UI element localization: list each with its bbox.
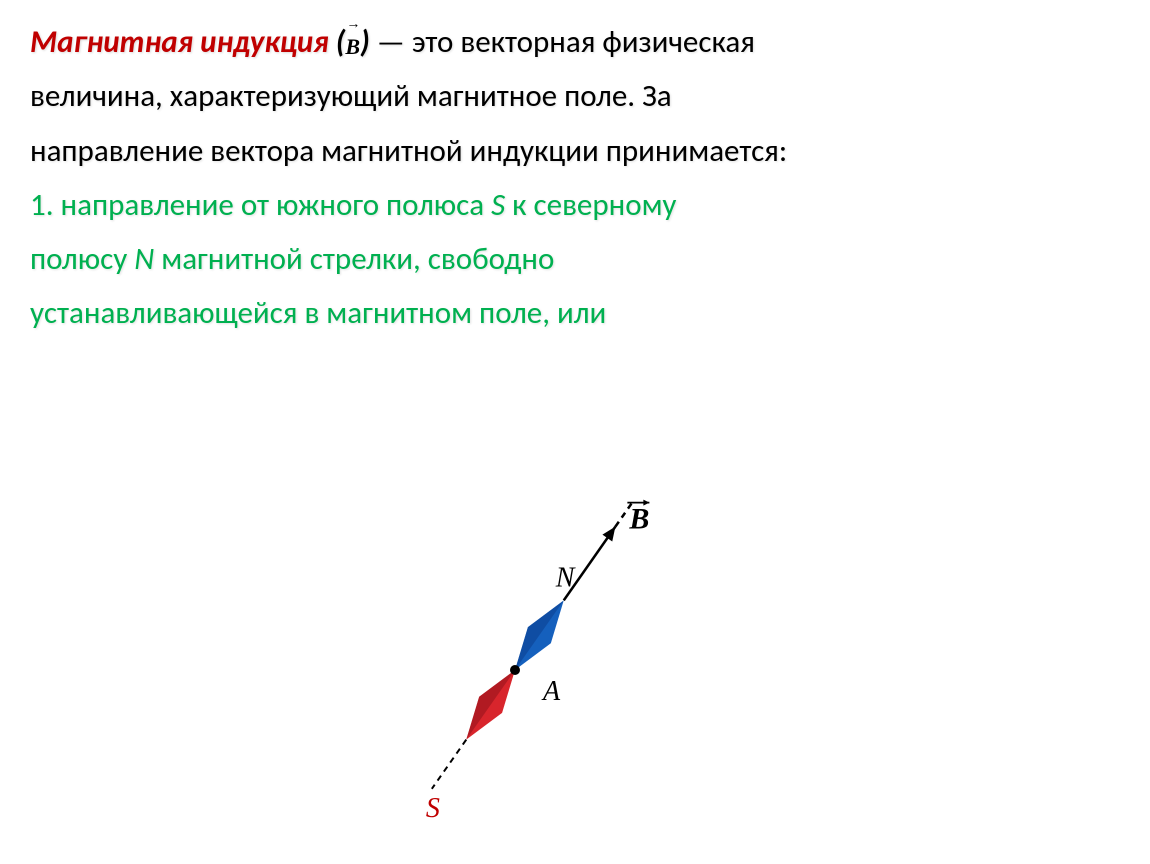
pt1-prefix: 1. [30,186,61,224]
def-3: направление вектора магнитной индукции п… [30,132,787,170]
compass-diagram: B N A S [335,420,735,840]
pt1-5: устанавливающейся в магнитном поле, или [30,294,606,332]
pt1-n: N [134,240,154,278]
def-1: это векторная физическая [412,23,755,61]
paren-close: ) [360,23,370,61]
def-2: величина, характеризующий магнитное поле… [30,77,672,115]
slide-text: Магнитная индукция (B) — это векторная ф… [30,15,1120,341]
pt1-2: к северному [505,186,676,224]
title-term: Магнитная индукция [30,23,329,61]
svg-text:A: A [541,676,561,707]
dash: — [370,23,412,61]
svg-text:N: N [555,562,576,593]
b-vector-symbol: B [345,22,360,67]
pt1-3: полюсу [30,240,134,278]
svg-text:B: B [628,503,649,536]
pt1-s: S [491,186,505,224]
pt1-1: направление от южного полюса [61,186,492,224]
paren-open: ( [336,23,346,61]
svg-text:S: S [426,793,440,824]
pt1-4: магнитной стрелки, свободно [154,240,554,278]
